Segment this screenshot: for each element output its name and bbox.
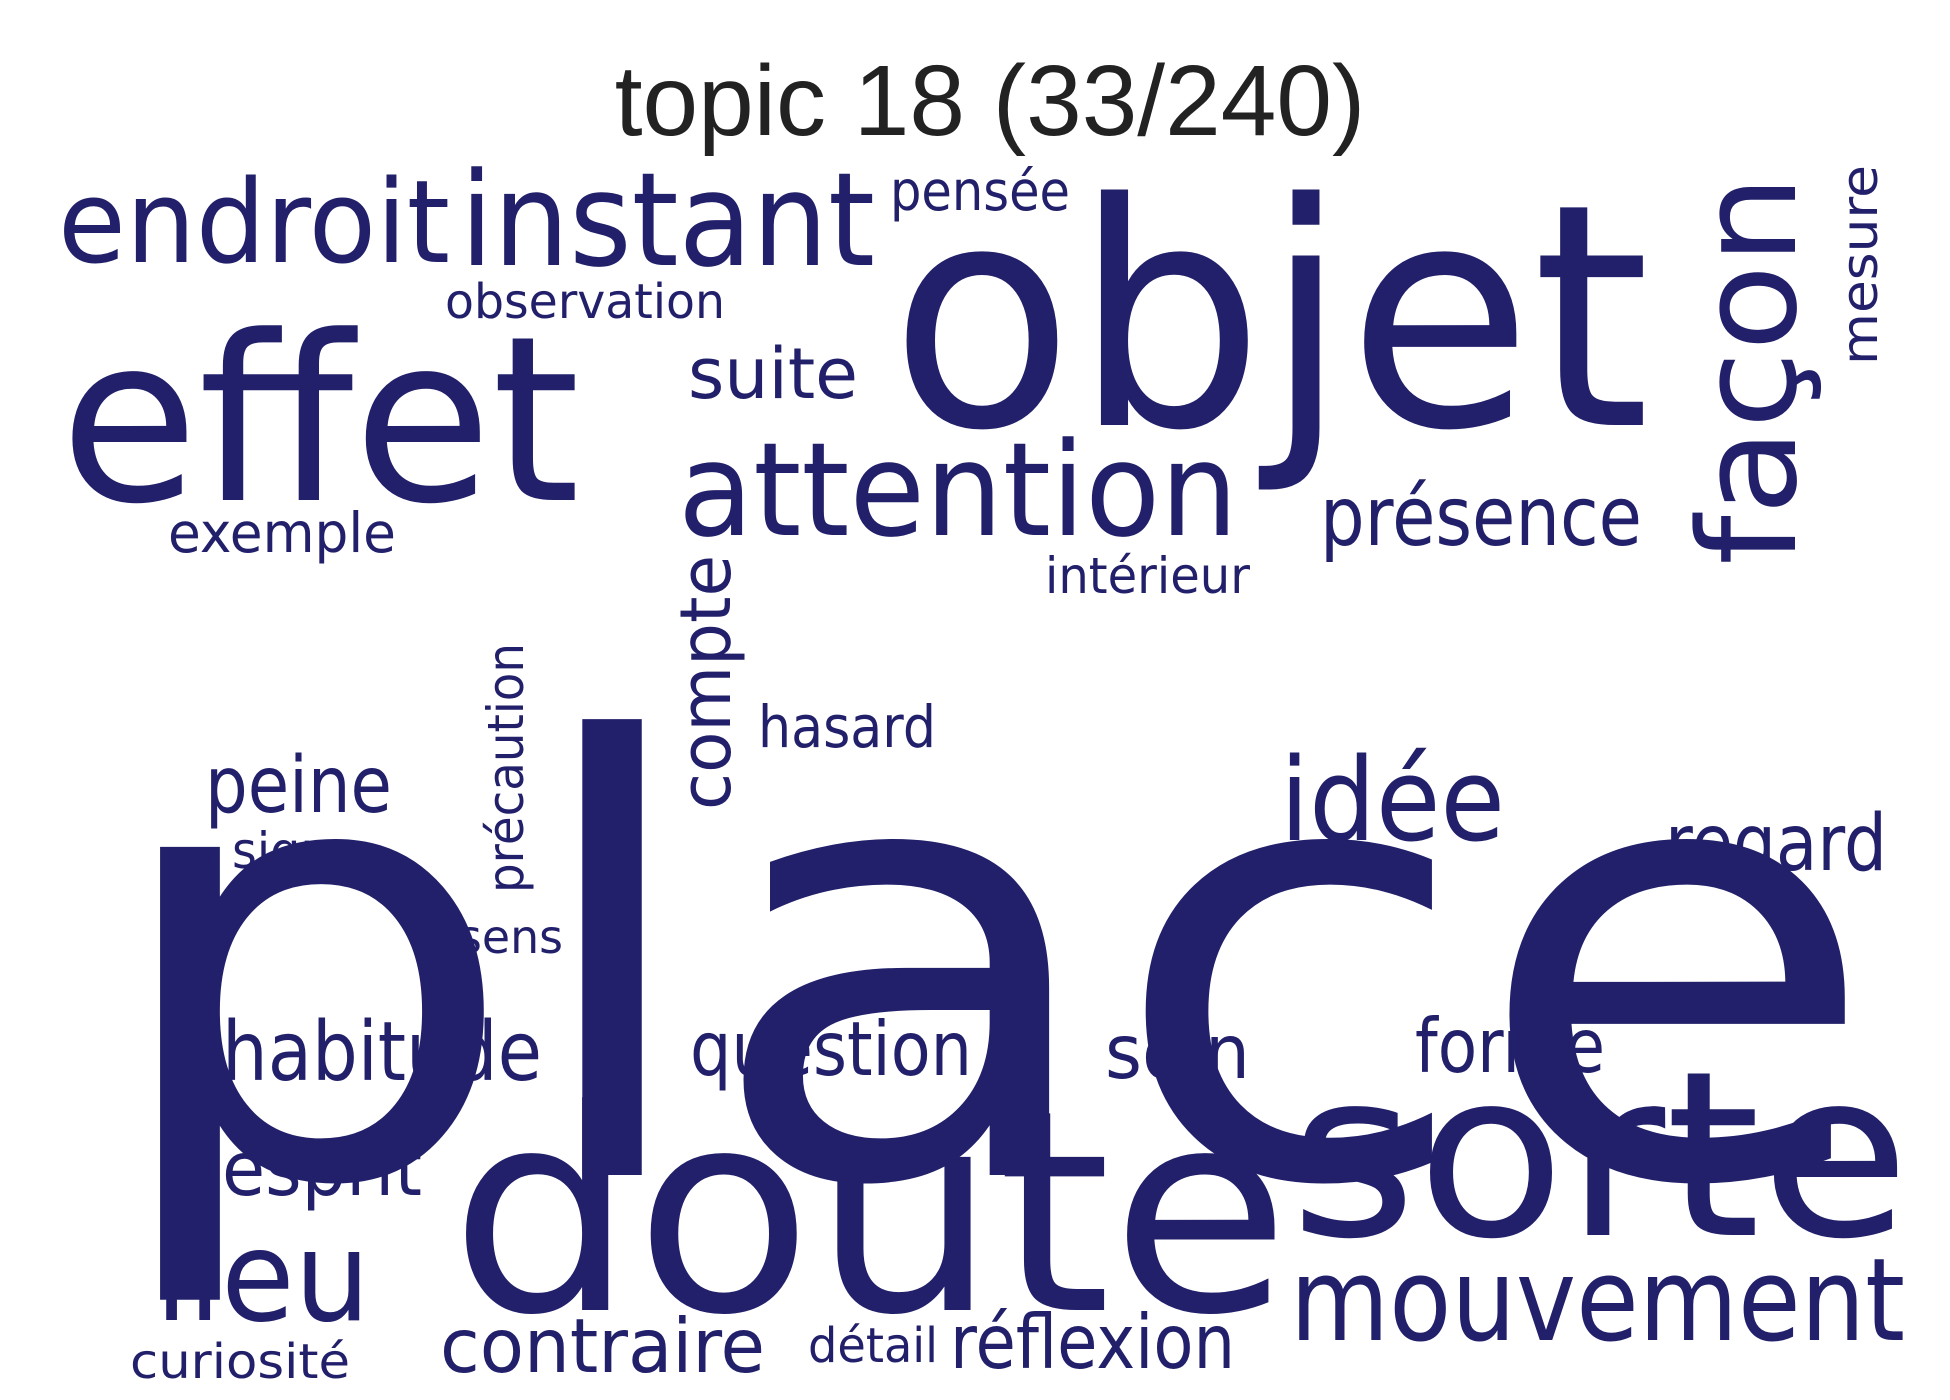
word-presence: présence xyxy=(1320,470,1642,565)
word-soin: soin xyxy=(1105,1008,1250,1096)
word-interieur: intérieur xyxy=(1045,547,1250,605)
word-reflexion: réflexion xyxy=(950,1298,1235,1386)
word-endroit: endroit xyxy=(58,156,450,290)
word-question: question xyxy=(690,1005,972,1093)
word-lieu: lieu xyxy=(155,1205,370,1350)
word-suite: suite xyxy=(688,333,858,415)
word-peine: peine xyxy=(205,741,392,831)
word-pensee: pensée xyxy=(890,159,1070,223)
word-habitude: habitude xyxy=(222,1005,542,1100)
word-regard: regard xyxy=(1665,799,1887,889)
word-contraire: contraire xyxy=(440,1302,765,1390)
cloud-title: topic 18 (33/240) xyxy=(615,45,1366,157)
word-hasard: hasard xyxy=(758,693,936,761)
word-mouvement: mouvement xyxy=(1290,1234,1905,1368)
word-observation: observation xyxy=(445,274,725,330)
word-forme: forme xyxy=(1415,1002,1605,1090)
word-instant: instant xyxy=(460,144,875,296)
word-place: place xyxy=(100,618,1880,1317)
word-compte: compte xyxy=(665,555,747,810)
word-detail: détail xyxy=(808,1318,938,1374)
word-sorte: sorte xyxy=(1290,1023,1910,1290)
word-sens: sens xyxy=(458,910,563,964)
word-curiosite: curiosité xyxy=(130,1334,350,1390)
word-exemple: exemple xyxy=(168,501,396,565)
word-attention: attention xyxy=(678,414,1238,566)
word-effet: effet xyxy=(60,288,580,555)
word-mesure: mesure xyxy=(1831,165,1889,365)
word-precaution: précaution xyxy=(477,643,535,893)
word-idee: idée xyxy=(1280,734,1505,868)
word-objet: objet xyxy=(890,138,1650,499)
word-signe: signe xyxy=(232,822,360,880)
words-layer: place objet doute sorte effet attention … xyxy=(58,138,1910,1390)
word-esprit: esprit xyxy=(222,1125,422,1213)
word-doute: doute xyxy=(450,1051,1290,1377)
word-facon: façon xyxy=(1670,175,1827,565)
